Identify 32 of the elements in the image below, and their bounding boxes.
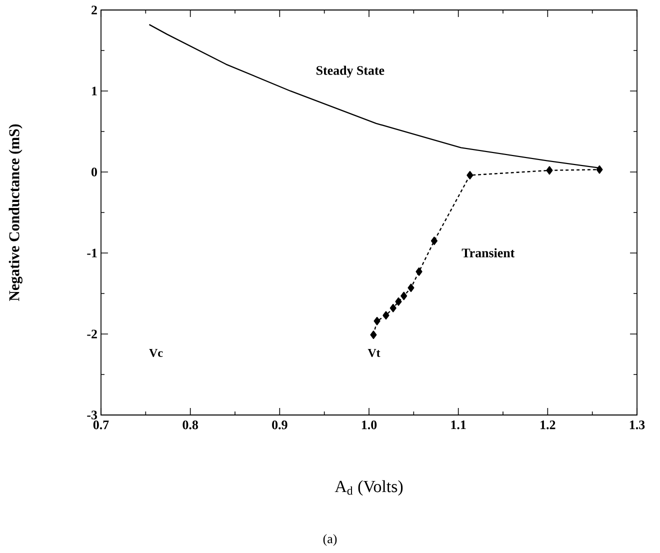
x-tick-label: 1.2 <box>540 420 556 430</box>
x-tick-label: 0.7 <box>93 420 109 430</box>
point <box>416 267 422 276</box>
x-tick-label: 1.1 <box>451 420 466 430</box>
x-tick-label: 1.3 <box>630 420 645 430</box>
x-tick-label: 1.0 <box>362 420 377 430</box>
x-tick-label: 0.8 <box>182 420 198 430</box>
point <box>370 330 377 339</box>
annotation: Vt <box>368 348 380 358</box>
x-tick-label: 0.9 <box>272 420 288 430</box>
y-tick-label: 2 <box>92 6 97 14</box>
annotation: Vc <box>149 348 163 358</box>
text: Transient <box>462 248 515 258</box>
y-tick-label: -1 <box>87 248 97 258</box>
y-tick-label: -2 <box>87 330 97 338</box>
point <box>382 311 390 320</box>
text: (a) <box>323 534 337 546</box>
point <box>546 166 553 175</box>
point <box>390 304 396 312</box>
point <box>400 292 408 300</box>
y-axis-title: Negative Conductance (mS) <box>8 124 22 302</box>
point <box>596 165 603 174</box>
point <box>466 171 474 180</box>
y-tick-label: -3 <box>87 410 98 420</box>
point <box>395 297 402 306</box>
point <box>374 316 380 326</box>
x-axis-title: A$_{d}$ (Volts) <box>334 480 403 496</box>
series-label: Steady State <box>316 66 384 78</box>
y-tick-label: 0 <box>92 168 97 176</box>
point <box>408 284 414 292</box>
y-tick-label: 1 <box>92 86 97 96</box>
point <box>430 236 438 246</box>
